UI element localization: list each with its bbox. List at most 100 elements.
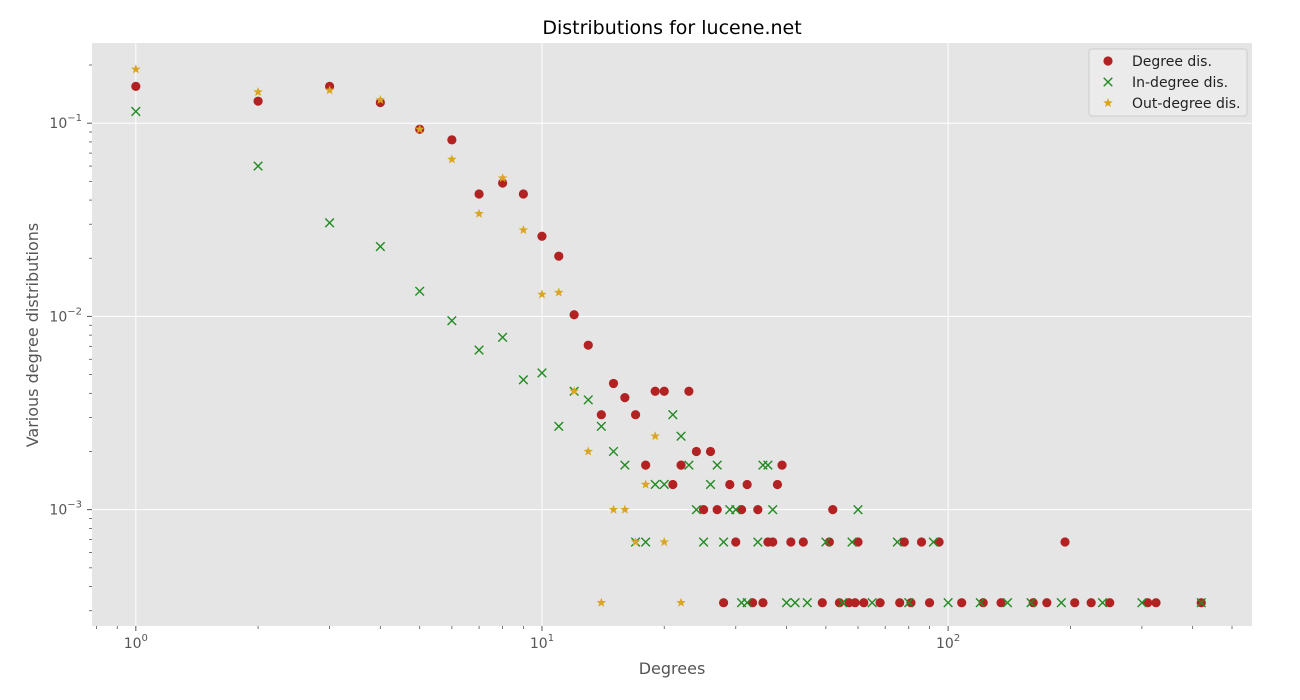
- out-degree-point: [569, 386, 579, 396]
- in-degree-point: [414, 286, 425, 297]
- legend-marker-out-degree: [1103, 98, 1113, 108]
- in-degree-point: [853, 504, 863, 515]
- out-degree-point: [583, 446, 594, 456]
- degree-point: [996, 598, 1006, 608]
- in-degree-point: [1097, 597, 1108, 608]
- out-degree-point: [554, 287, 564, 297]
- degree-point: [742, 479, 752, 490]
- in-degree-point: [537, 368, 547, 378]
- legend-label: Degree dis.: [1132, 54, 1212, 70]
- in-degree-point: [903, 597, 914, 608]
- degree-point: [691, 446, 701, 457]
- in-degree-point: [928, 537, 939, 547]
- degree-point: [768, 537, 778, 547]
- series-out-degree: [131, 64, 686, 607]
- x-tick-label: 101: [530, 633, 554, 652]
- degree-point: [641, 460, 651, 470]
- legend-label: In-degree dis.: [1132, 75, 1228, 91]
- in-degree-point: [767, 504, 778, 515]
- in-degree-point: [718, 537, 729, 547]
- out-degree-point: [596, 597, 607, 607]
- in-degree-point: [943, 597, 953, 608]
- out-degree-point: [324, 85, 335, 95]
- in-degree-point: [447, 315, 457, 326]
- degree-point: [850, 598, 860, 608]
- degree-point: [537, 231, 547, 241]
- degree-point: [718, 598, 729, 608]
- degree-point: [747, 598, 758, 608]
- in-degree-point: [847, 537, 857, 547]
- degree-point: [1028, 598, 1038, 608]
- in-degree-point: [553, 421, 564, 432]
- degree-point: [1086, 598, 1096, 608]
- degree-point: [978, 598, 988, 608]
- in-degree-point: [676, 431, 686, 441]
- degree-point: [608, 378, 619, 389]
- degree-point: [596, 410, 606, 420]
- degree-point: [817, 598, 827, 608]
- degree-point: [569, 310, 579, 320]
- in-degree-point: [821, 537, 831, 547]
- legend-label: Out-degree dis.: [1132, 96, 1240, 112]
- in-degree-point: [802, 597, 813, 608]
- out-degree-point: [650, 431, 660, 441]
- degree-point: [916, 537, 927, 547]
- in-degree-point: [131, 106, 141, 117]
- in-degree-point: [705, 479, 716, 490]
- degree-point: [620, 393, 630, 403]
- degree-point: [899, 537, 909, 547]
- in-degree-point: [892, 537, 903, 547]
- in-degree-point: [668, 409, 678, 420]
- series-in-degree: [131, 106, 1207, 608]
- in-degree-point: [518, 374, 529, 385]
- legend-box: [1088, 48, 1248, 117]
- out-degree-point: [518, 225, 529, 235]
- in-degree-point: [375, 241, 386, 252]
- degree-point: [253, 96, 263, 106]
- legend-marker-in-degree: [1103, 77, 1113, 87]
- degree-point: [772, 479, 783, 490]
- legend: Degree dis. In-degree dis. Out-degree dis.: [1088, 48, 1248, 117]
- out-degree-point: [447, 154, 457, 164]
- degree-point: [447, 135, 457, 145]
- degree-point: [1143, 598, 1153, 608]
- out-degree-point: [414, 124, 425, 134]
- in-degree-point: [324, 218, 335, 228]
- in-degree-point: [742, 597, 752, 608]
- in-degree-point: [837, 597, 848, 608]
- degree-point: [659, 386, 669, 396]
- x-axis-label: Degrees: [639, 659, 706, 678]
- y-tick-label: 10−2: [49, 306, 82, 325]
- x-tick-label: 100: [124, 633, 148, 652]
- in-degree-point: [1137, 597, 1147, 608]
- out-degree-point: [620, 504, 630, 514]
- y-tick-label: 10−1: [49, 113, 82, 132]
- grid-lines: [92, 43, 1252, 626]
- in-degree-point: [596, 421, 607, 432]
- degree-point: [758, 598, 768, 608]
- degree-point: [924, 598, 935, 608]
- in-degree-point: [620, 460, 630, 470]
- degree-point: [777, 460, 787, 470]
- in-degree-point: [867, 597, 877, 608]
- degree-point: [705, 446, 716, 457]
- plot-background: [92, 43, 1252, 626]
- degree-point: [1042, 598, 1052, 608]
- out-degree-point: [640, 479, 651, 489]
- degree-point: [859, 598, 869, 608]
- degree-point: [957, 598, 967, 608]
- degree-point: [630, 410, 641, 420]
- in-degree-point: [698, 537, 709, 547]
- degree-point: [736, 505, 747, 515]
- in-degree-point: [650, 479, 660, 490]
- out-degree-point: [131, 64, 141, 74]
- in-degree-point: [790, 597, 800, 608]
- out-degree-point: [659, 537, 669, 547]
- in-degree-point: [583, 395, 594, 405]
- in-degree-point: [1002, 597, 1013, 608]
- axis-ticks: 100 101 102 10−3 10−2 10−1: [49, 64, 1233, 652]
- degree-point: [786, 537, 796, 547]
- degree-point: [474, 189, 484, 199]
- degree-point: [1070, 598, 1080, 608]
